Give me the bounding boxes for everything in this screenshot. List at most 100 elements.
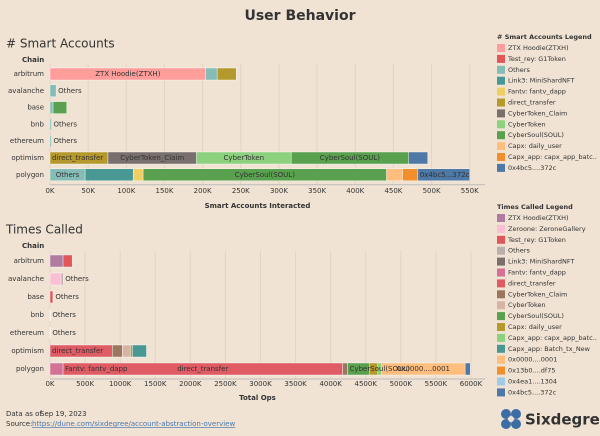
segment-label: CyberSoul(SOUL) bbox=[320, 154, 380, 162]
legend-label: Zeroone: ZeroneGallery bbox=[508, 225, 586, 233]
segment-label: Others bbox=[55, 293, 79, 301]
bar-segment bbox=[417, 168, 470, 182]
chart-title: Times Called bbox=[5, 223, 83, 237]
y-tick-label: optimism bbox=[11, 154, 44, 162]
legend-swatch bbox=[497, 76, 505, 85]
legend-label: 0x4bc5....372c bbox=[508, 164, 557, 172]
segment-label: ZTX Hoodie(ZTXH) bbox=[95, 70, 160, 78]
y-axis-title: Chain bbox=[22, 242, 44, 250]
y-tick-label: polygon bbox=[16, 171, 44, 179]
legend-label: Test_rey: G1Token bbox=[507, 55, 566, 63]
segment-label: 0x0000....0001 bbox=[397, 365, 450, 373]
date: Sep 19, 2023 bbox=[40, 410, 87, 418]
legend-swatch bbox=[497, 120, 505, 129]
x-tick-label: 0K bbox=[45, 187, 54, 195]
x-tick-label: 5000K bbox=[390, 380, 413, 388]
x-tick-label: 100K bbox=[117, 187, 135, 195]
bar-segment bbox=[464, 362, 471, 376]
segment-label: direct_transfer bbox=[52, 347, 103, 355]
segment-label: 0x4bc5...372c bbox=[420, 171, 470, 179]
segment-label: Others bbox=[58, 87, 82, 95]
legend-swatch bbox=[497, 301, 505, 310]
segment-label: Others bbox=[65, 275, 89, 283]
x-tick-label: 150K bbox=[155, 187, 173, 195]
x-tick-label: 2500K bbox=[214, 380, 237, 388]
x-tick-label: 3500K bbox=[284, 380, 307, 388]
legend-label: Capx: daily_user bbox=[508, 142, 562, 150]
legend-label: Capx_app: Batch_tx_New bbox=[508, 345, 591, 353]
x-tick-label: 0K bbox=[45, 380, 54, 388]
legend-swatch bbox=[497, 344, 505, 353]
legend-swatch bbox=[497, 98, 505, 107]
segment-label: Fantv: fantv_dapp bbox=[65, 365, 128, 373]
bar-segment bbox=[62, 254, 73, 268]
bar-segment bbox=[402, 168, 419, 182]
legend-label: CyberToken bbox=[508, 301, 546, 309]
y-tick-label: base bbox=[27, 104, 44, 112]
legend-swatch bbox=[497, 131, 505, 140]
legend-swatch bbox=[497, 366, 505, 375]
source-label: Source: bbox=[6, 420, 32, 428]
x-tick-label: 300K bbox=[270, 187, 288, 195]
legend-swatch bbox=[497, 312, 505, 321]
bar-segment bbox=[49, 362, 64, 376]
bar-segment bbox=[52, 101, 67, 114]
legend-swatch bbox=[497, 290, 505, 299]
y-tick-label: ethereum bbox=[10, 137, 44, 145]
x-tick-label: 1500K bbox=[144, 380, 167, 388]
y-tick-label: bnb bbox=[31, 311, 45, 319]
brand-name: Sixdegree bbox=[525, 411, 600, 429]
x-axis-title: Smart Accounts Interacted bbox=[205, 202, 311, 210]
legend-swatch bbox=[497, 224, 505, 233]
legend-swatch bbox=[497, 377, 505, 386]
page-title: User Behavior bbox=[244, 8, 355, 24]
legend-label: Fantv: fantv_dapp bbox=[508, 88, 566, 96]
segment-label: direct_transfer bbox=[52, 154, 103, 162]
x-tick-label: 550K bbox=[461, 187, 479, 195]
x-tick-label: 500K bbox=[76, 380, 94, 388]
bar-segment bbox=[49, 134, 52, 148]
legend-label: 0x4bc5....372c bbox=[508, 388, 557, 396]
legend-label: Fantv: fantv_dapp bbox=[508, 269, 566, 277]
bar-segment bbox=[112, 344, 123, 358]
legend-label: 0x13b0....df75 bbox=[508, 367, 555, 375]
legend-swatch bbox=[497, 214, 505, 222]
bar-segment bbox=[60, 272, 64, 286]
x-tick-label: 200K bbox=[194, 187, 212, 195]
y-tick-label: polygon bbox=[16, 365, 44, 373]
legend-swatch bbox=[497, 142, 505, 151]
legend-label: CyberToken_Claim bbox=[508, 109, 567, 117]
bar-segment bbox=[132, 168, 144, 182]
legend-swatch bbox=[497, 87, 505, 96]
segment-label: Others bbox=[54, 120, 78, 128]
legend-swatch bbox=[497, 54, 505, 63]
x-tick-label: 1000K bbox=[109, 380, 132, 388]
bar-segment bbox=[205, 67, 218, 81]
bar-segment bbox=[49, 254, 64, 268]
x-tick-label: 50K bbox=[81, 187, 95, 195]
segment-label: direct_transfer bbox=[177, 365, 228, 373]
legend-label: ZTX Hoodie(ZTXH) bbox=[508, 44, 569, 52]
x-tick-label: 6000K bbox=[460, 380, 483, 388]
date-label: Data as of bbox=[6, 410, 42, 418]
segment-label: CyberToken_Claim bbox=[120, 154, 184, 162]
bar-segment bbox=[49, 118, 52, 131]
segment-label: CyberToken bbox=[224, 154, 265, 162]
legend-label: Capx_app: capx_app_batc.. bbox=[508, 153, 597, 161]
y-tick-label: arbitrum bbox=[14, 257, 45, 265]
y-tick-label: optimism bbox=[11, 347, 44, 355]
segment-label: Others bbox=[56, 171, 80, 179]
legend-label: Capx: daily_user bbox=[508, 323, 562, 331]
legend-swatch bbox=[497, 388, 505, 397]
x-tick-label: 4500K bbox=[355, 380, 378, 388]
bar-segment bbox=[216, 67, 237, 81]
legend-swatch bbox=[497, 44, 505, 52]
legend-label: ZTX Hoodie(ZTXH) bbox=[508, 214, 569, 222]
legend-label: direct_transfer bbox=[508, 99, 556, 107]
segment-label: CyberSoul(SOUL) bbox=[350, 365, 410, 373]
source-link[interactable]: https://dune.com/sixdegree/account-abstr… bbox=[32, 420, 235, 428]
bar-segment bbox=[130, 344, 133, 358]
y-tick-label: ethereum bbox=[10, 329, 44, 337]
